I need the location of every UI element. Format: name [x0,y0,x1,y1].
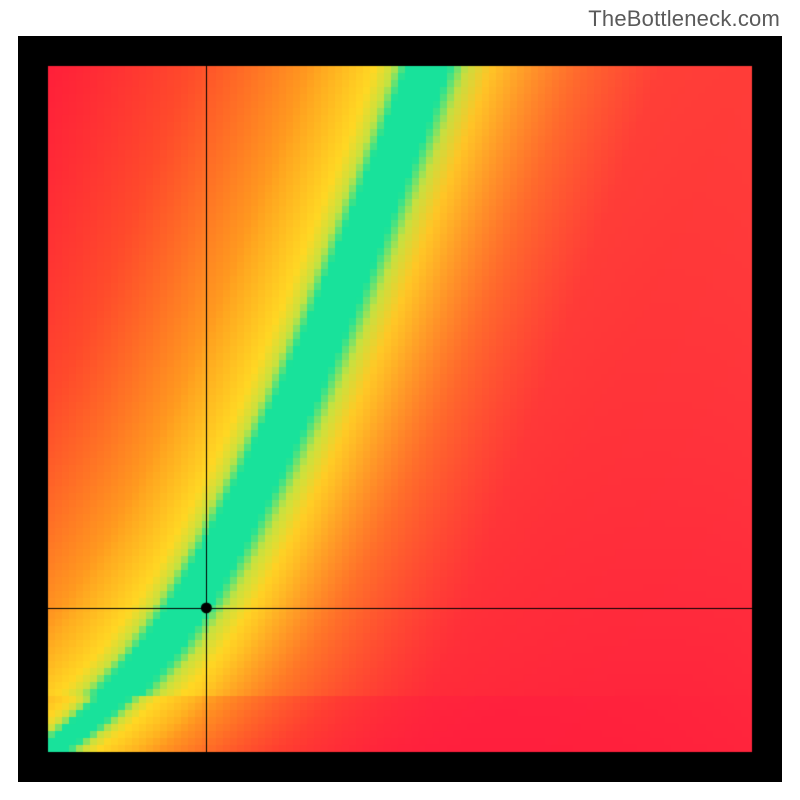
bottleneck-heatmap [18,36,782,782]
attribution-text: TheBottleneck.com [588,6,780,32]
plot-frame [18,36,782,782]
